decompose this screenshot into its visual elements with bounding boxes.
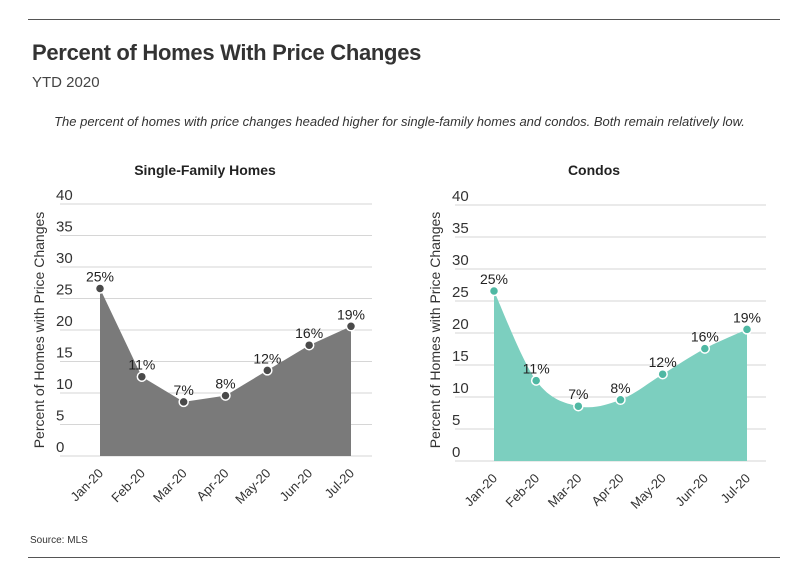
condos-point-mar-20 xyxy=(573,400,584,412)
single-family-y-tick-label: 5 xyxy=(56,408,64,425)
single-family-title: Single-Family Homes xyxy=(134,162,276,178)
single-family-point-feb-20 xyxy=(136,371,148,382)
condos-y-tick-label: 25 xyxy=(452,284,469,301)
condos-data-label: 11% xyxy=(523,361,550,377)
condos-title: Condos xyxy=(568,162,620,178)
bottom-rule xyxy=(28,557,780,558)
condos-y-tick-label: 20 xyxy=(452,316,469,333)
single-family-x-tick-label: Jan-20 xyxy=(67,466,106,505)
single-family-y-tick-label: 10 xyxy=(56,376,73,393)
single-family-x-tick-label: Jul-20 xyxy=(321,466,357,502)
condos-point-jan-20 xyxy=(488,285,500,297)
single-family-y-tick-label: 0 xyxy=(56,439,64,456)
single-family-point-apr-20 xyxy=(220,390,231,401)
page-subtitle: YTD 2020 xyxy=(32,74,100,91)
single-family-x-tick-label: May-20 xyxy=(232,466,273,507)
chart-description: The percent of homes with price changes … xyxy=(54,114,745,129)
condos-point-jul-20 xyxy=(741,324,753,335)
single-family-data-label: 16% xyxy=(295,325,323,341)
condos-x-tick-label: Jun-20 xyxy=(672,471,711,510)
page-title: Percent of Homes With Price Changes xyxy=(32,40,422,65)
single-family-data-label: 7% xyxy=(174,382,194,398)
condos-point-apr-20 xyxy=(615,394,626,406)
condos-point-feb-20 xyxy=(530,375,542,386)
condos-x-tick-label: May-20 xyxy=(628,471,669,512)
condos-chart: Condos 0 5 10 15 20 25 30 35 40 Percent of Homes w… xyxy=(427,162,766,512)
single-family-x-tick-label: Jun-20 xyxy=(277,466,316,505)
condos-y-tick-label: 40 xyxy=(452,188,469,205)
condos-data-label: 8% xyxy=(610,380,630,396)
condos-x-tick-label: Mar-20 xyxy=(545,471,585,511)
condos-y-tick-label: 35 xyxy=(452,220,469,237)
single-family-area xyxy=(100,288,351,456)
single-family-point-mar-20 xyxy=(178,396,189,408)
condos-point-jun-20 xyxy=(699,343,711,354)
condos-y-axis-label: Percent of Homes with Price Changes xyxy=(427,212,443,449)
condos-data-label: 12% xyxy=(649,354,677,370)
single-family-data-label: 19% xyxy=(337,306,365,322)
condos-y-tick-label: 0 xyxy=(452,444,460,461)
single-family-x-tick-label: Feb-20 xyxy=(108,466,148,506)
single-family-data-label: 8% xyxy=(215,376,235,392)
single-family-x-tick-label: Mar-20 xyxy=(150,466,190,506)
single-family-point-jul-20 xyxy=(345,321,357,332)
single-family-point-jan-20 xyxy=(94,283,106,294)
condos-x-tick-label: Jan-20 xyxy=(461,471,500,510)
condos-data-label: 7% xyxy=(568,386,588,402)
condos-point-may-20 xyxy=(657,368,668,380)
condos-x-tick-label: Apr-20 xyxy=(588,471,626,509)
single-family-chart: Single-Family Homes 0 5 10 15 20 25 30 35 40 Perce… xyxy=(31,162,372,507)
condos-y-tick-label: 15 xyxy=(452,348,469,365)
single-family-y-tick-label: 30 xyxy=(56,250,73,267)
single-family-y-tick-label: 40 xyxy=(56,187,73,204)
single-family-y-tick-label: 35 xyxy=(56,219,73,236)
condos-y-tick-label: 5 xyxy=(452,412,460,429)
single-family-data-label: 25% xyxy=(86,269,114,285)
source-note: Source: MLS xyxy=(30,535,88,546)
condos-y-tick-label: 10 xyxy=(452,380,469,397)
single-family-data-label: 11% xyxy=(128,357,155,373)
single-family-data-label: 12% xyxy=(253,350,281,366)
condos-x-tick-label: Jul-20 xyxy=(717,471,753,507)
single-family-x-tick-label: Apr-20 xyxy=(193,466,231,504)
condos-x-tick-label: Feb-20 xyxy=(503,471,543,511)
condos-area xyxy=(494,291,747,461)
condos-y-tick-label: 30 xyxy=(452,252,469,269)
top-rule xyxy=(28,19,780,20)
condos-data-label: 19% xyxy=(733,309,761,325)
single-family-point-jun-20 xyxy=(303,339,315,351)
single-family-y-tick-label: 15 xyxy=(56,345,73,362)
single-family-point-may-20 xyxy=(262,365,273,376)
single-family-y-axis-label: Percent of Homes with Price Changes xyxy=(31,212,47,449)
single-family-y-tick-label: 25 xyxy=(56,282,73,299)
single-family-y-tick-label: 20 xyxy=(56,313,73,330)
condos-data-label: 25% xyxy=(480,271,508,287)
condos-data-label: 16% xyxy=(691,329,719,345)
